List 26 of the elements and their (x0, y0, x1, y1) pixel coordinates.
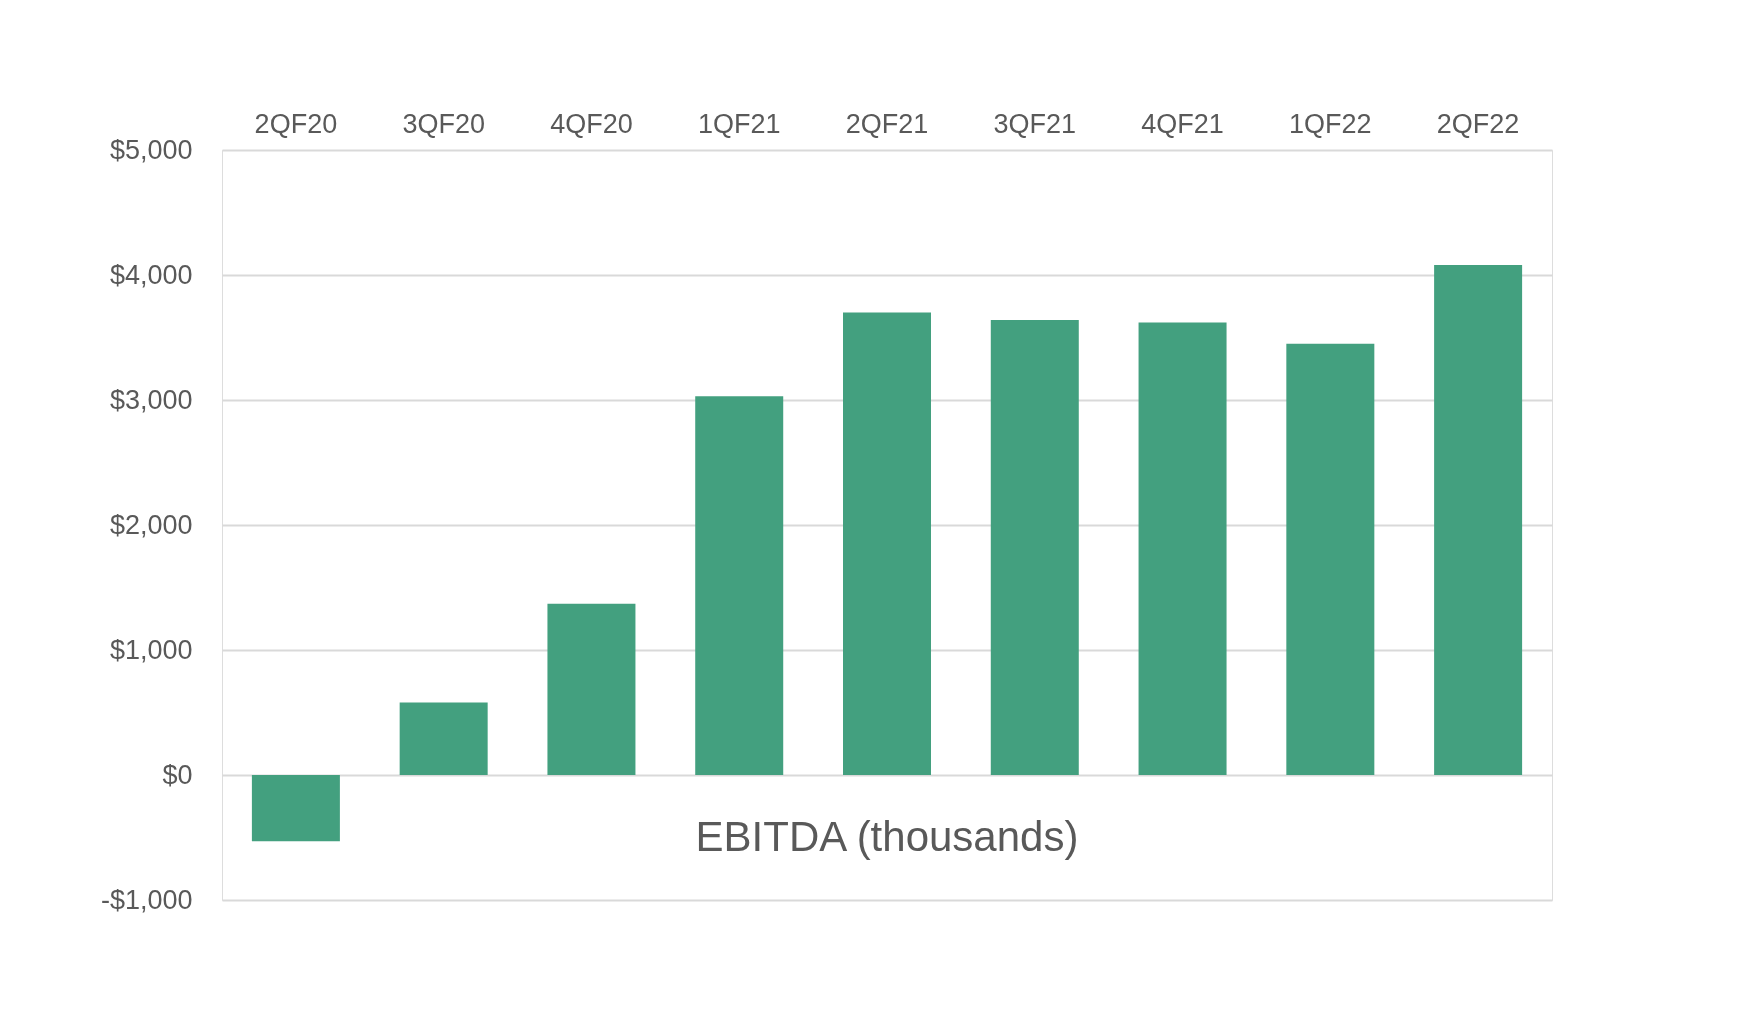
bar (990, 320, 1079, 775)
x-tick-label: 1QF21 (697, 108, 781, 139)
x-tick-label: 2QF22 (1436, 108, 1520, 139)
bar (843, 312, 931, 775)
bar (399, 702, 488, 775)
x-tick-label: 1QF22 (1289, 108, 1372, 139)
x-tick-label: 2QF21 (845, 108, 929, 139)
y-tick-label: $3,000 (109, 384, 193, 415)
bar (251, 775, 340, 842)
y-tick-label: $0 (162, 759, 193, 790)
x-tick-label: 4QF21 (1141, 108, 1224, 139)
x-tick-label: 3QF21 (993, 108, 1077, 139)
y-tick-label: -$1,000 (100, 884, 193, 915)
x-tick-label: 3QF20 (402, 108, 485, 139)
bar (547, 603, 636, 775)
y-tick-label: $2,000 (109, 509, 193, 540)
text: EBITDA (thousands) (695, 813, 1079, 860)
x-tick-label: 2QF20 (254, 108, 338, 139)
bar (1138, 322, 1227, 775)
y-tick-label: $4,000 (109, 259, 193, 290)
x-tick-label: 4QF20 (550, 108, 633, 139)
y-tick-label: $1,000 (109, 634, 193, 665)
bar (1434, 265, 1523, 775)
y-tick-label: $5,000 (109, 134, 193, 165)
bar (695, 396, 784, 775)
bar (1286, 343, 1375, 775)
